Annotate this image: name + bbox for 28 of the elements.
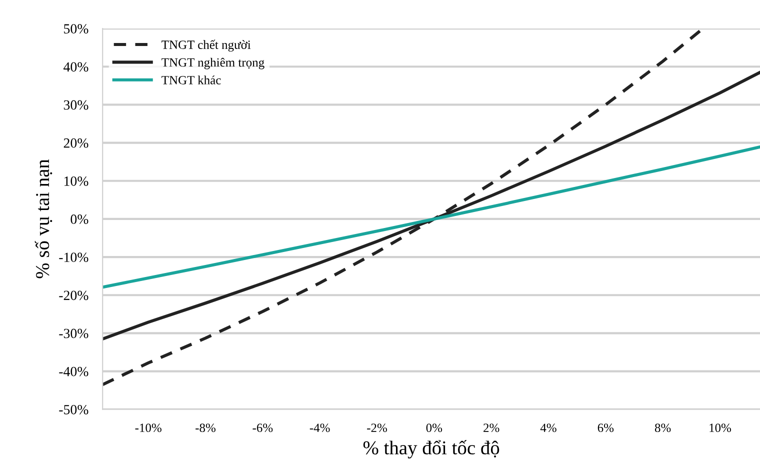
legend-label: TNGT khác — [162, 76, 221, 84]
legend-label: TNGT nghiêm trọng — [162, 58, 264, 70]
legend-label: TNGT chết người — [162, 40, 251, 52]
y-tick-label: 0% — [70, 214, 88, 224]
x-tick-label: -8% — [196, 424, 216, 432]
y-tick-label: 50% — [64, 24, 88, 34]
x-tick-label: 10% — [710, 424, 732, 432]
x-tick-label: 2% — [484, 424, 500, 432]
y-tick-label: -10% — [59, 252, 88, 262]
y-tick-label: -50% — [59, 404, 88, 414]
y-tick-label: 20% — [64, 138, 88, 148]
y-axis-title: % số vụ tai nạn — [34, 159, 52, 278]
x-tick-label: 8% — [654, 424, 671, 432]
y-tick-label: 30% — [64, 100, 88, 110]
y-tick-label: 10% — [64, 176, 88, 186]
y-tick-label: -40% — [59, 366, 88, 376]
y-tick-label: 40% — [64, 62, 88, 72]
x-tick-label: 4% — [540, 424, 556, 432]
y-tick-label: -20% — [59, 290, 88, 300]
line-series — [102, 145, 760, 289]
x-tick-label: 0% — [426, 424, 442, 432]
y-tick-label: -30% — [59, 328, 88, 338]
x-axis-title: % thay đổi tốc độ — [363, 440, 500, 458]
x-tick-label: -6% — [252, 424, 273, 432]
x-tick-label: -10% — [135, 424, 162, 432]
x-tick-label: 6% — [598, 424, 614, 432]
x-tick-label: -4% — [310, 424, 330, 432]
x-tick-label: -2% — [367, 424, 387, 432]
